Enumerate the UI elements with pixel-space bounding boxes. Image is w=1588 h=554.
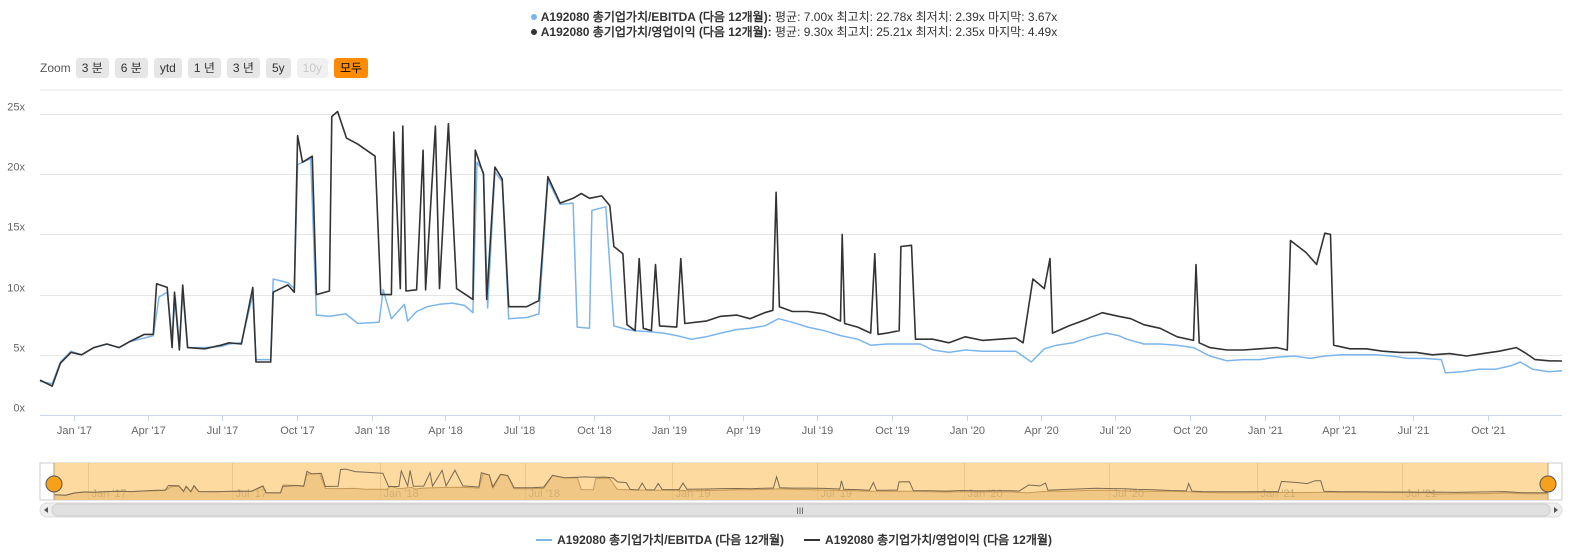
legend-label-ebitda: A192080 총기업가치/EBITDA (다음 12개월): [557, 533, 785, 547]
y-tick-label: 15x: [7, 222, 25, 234]
x-tick-label: Oct '21: [1471, 425, 1506, 437]
zoom-all-button[interactable]: 모두: [334, 58, 369, 78]
zoom-5y-button[interactable]: 5y: [265, 58, 291, 78]
x-tick-label: Apr '20: [1024, 425, 1059, 437]
legend: A192080 총기업가치/EBITDA (다음 12개월) A192080 총…: [0, 531, 1588, 548]
zoom-6m-button[interactable]: 6 분: [114, 58, 148, 78]
x-tick-label: Jul '18: [504, 425, 535, 437]
x-tick-label: Jan '21: [1248, 425, 1283, 437]
series-summary: A192080 총기업가치/EBITDA (다음 12개월): 평균: 7.00…: [0, 10, 1588, 40]
zoom-10y-button: 10y: [296, 58, 328, 78]
x-tick-label: Oct '17: [280, 425, 315, 437]
x-tick-label: Apr '17: [131, 425, 166, 437]
y-axis: 0x 5x 10x 15x 20x 25x: [7, 102, 25, 415]
legend-line-ebitda-icon: [536, 538, 553, 541]
x-tick-label: Apr '18: [428, 425, 463, 437]
series-operating-income-line: [39, 110, 1563, 387]
series1-dot-icon: [530, 13, 537, 20]
scrollbar-grip-icon: III: [796, 506, 804, 516]
summary-series2-text: 평균: 9.30x 최고치: 25.21x 최저치: 2.35x 마지막: 4.…: [775, 25, 1058, 39]
x-tick-label: Jul '19: [802, 425, 833, 437]
x-tick-label: Jan '19: [652, 425, 687, 437]
plot-series: [39, 110, 1563, 387]
x-tick-label: Oct '18: [577, 425, 612, 437]
x-tick-label: Jan '20: [950, 425, 985, 437]
summary-series2: A192080 총기업가치/영업이익 (다음 12개월): 평균: 9.30x …: [0, 25, 1588, 40]
scroll-right-arrow-icon[interactable]: [1554, 507, 1558, 513]
zoom-ytd-button[interactable]: ytd: [153, 58, 182, 78]
scrollbar-thumb[interactable]: [51, 503, 1551, 517]
y-tick-label: 0x: [13, 403, 25, 415]
zoom-1y-button[interactable]: 1 년: [187, 58, 221, 78]
navigator-series-operating-income: [53, 468, 1548, 496]
y-tick-label: 5x: [13, 343, 25, 355]
legend-item-ebitda[interactable]: A192080 총기업가치/EBITDA (다음 12개월): [536, 531, 784, 548]
x-tick-label: Apr '21: [1322, 425, 1357, 437]
x-tick-label: Jul '21: [1398, 425, 1429, 437]
navigator-right-handle[interactable]: [1539, 475, 1557, 493]
summary-series1: A192080 총기업가치/EBITDA (다음 12개월): 평균: 7.00…: [0, 10, 1588, 25]
zoom-selector: Zoom 3 분 6 분 ytd 1 년 3 년 5y 10y 모두: [40, 57, 374, 79]
summary-series2-name: A192080 총기업가치/영업이익 (다음 12개월):: [540, 25, 772, 39]
legend-label-operating-income: A192080 총기업가치/영업이익 (다음 12개월): [825, 533, 1052, 547]
x-tick-label: Oct '19: [875, 425, 910, 437]
x-tick-label: Oct '20: [1173, 425, 1208, 437]
x-tick-label: Jan '17: [57, 425, 92, 437]
series-ebitda-line: [39, 157, 1563, 385]
summary-series1-text: 평균: 7.00x 최고치: 22.78x 최저치: 2.39x 마지막: 3.…: [775, 10, 1058, 24]
navigator-area: [54, 473, 1548, 500]
zoom-3m-button[interactable]: 3 분: [75, 58, 109, 78]
zoom-3y-button[interactable]: 3 년: [226, 58, 260, 78]
x-tick-label: Jul '17: [207, 425, 238, 437]
x-tick-label: Apr '19: [726, 425, 761, 437]
y-tick-label: 20x: [7, 162, 25, 174]
x-tick-label: Jul '20: [1100, 425, 1131, 437]
legend-item-operating-income[interactable]: A192080 총기업가치/영업이익 (다음 12개월): [804, 531, 1052, 548]
gridlines: [40, 89, 1562, 416]
scroll-left-arrow-icon[interactable]: [44, 507, 48, 513]
y-tick-label: 10x: [7, 283, 25, 295]
x-axis: Jan '17 Apr '17 Jul '17 Oct '17 Jan '18 Apr '…: [40, 415, 1562, 437]
summary-series1-name: A192080 총기업가치/EBITDA (다음 12개월):: [540, 10, 772, 24]
legend-line-operating-income-icon: [804, 538, 821, 541]
navigator-left-handle[interactable]: [45, 475, 63, 493]
zoom-label: Zoom: [40, 61, 71, 75]
y-tick-label: 25x: [7, 102, 25, 114]
x-tick-label: Jan '18: [355, 425, 390, 437]
series2-dot-icon: [530, 28, 537, 35]
